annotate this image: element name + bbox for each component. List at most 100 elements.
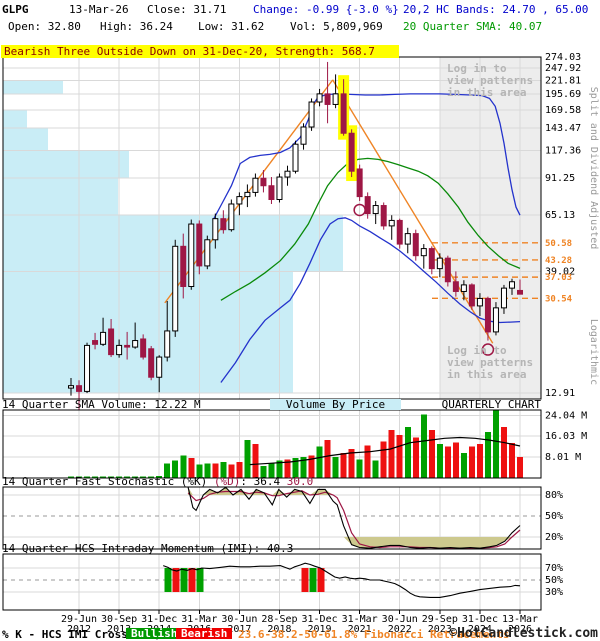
volume-panel: 24.04 M 16.03 M 8.01 M bbox=[2, 409, 587, 479]
trendline bbox=[332, 79, 494, 344]
login-text-top[interactable]: view patterns bbox=[447, 74, 533, 87]
volume-bar bbox=[132, 476, 139, 478]
candle bbox=[324, 61, 331, 124]
candle-body bbox=[404, 233, 411, 245]
x-axis: 29-Jun201230-Sep201331-Dec201431-Mar2016… bbox=[61, 610, 538, 635]
volume-bar bbox=[276, 460, 283, 478]
copyright-link[interactable]: ©HotCandlestick.com bbox=[449, 626, 598, 641]
candle-body bbox=[220, 218, 227, 231]
x-axis-label: 28-Sep bbox=[261, 614, 297, 625]
login-text-top[interactable]: in this area bbox=[447, 86, 526, 99]
candle-body bbox=[252, 177, 259, 193]
candle bbox=[100, 317, 107, 346]
candle bbox=[372, 200, 379, 225]
candle bbox=[252, 173, 259, 197]
stochastic-panel: 80% 50% 20% bbox=[2, 486, 563, 550]
volume-bar bbox=[76, 476, 83, 478]
volume-sma-line bbox=[249, 436, 521, 466]
candle bbox=[517, 279, 524, 295]
x-axis-label: 2018 bbox=[267, 624, 291, 635]
login-text-bottom[interactable]: in this area bbox=[447, 368, 526, 381]
volume-bar bbox=[268, 463, 275, 478]
volume-bar bbox=[436, 443, 443, 478]
x-axis-label: 31-Dec bbox=[301, 614, 337, 625]
candle-body bbox=[116, 344, 123, 356]
candle bbox=[228, 199, 235, 232]
candle bbox=[468, 283, 475, 310]
price-axis-label: 117.36 bbox=[545, 145, 581, 156]
imi-bullish-crossover-bar bbox=[309, 568, 317, 592]
imi-panel: 70%50%30% bbox=[2, 553, 563, 611]
imi-line bbox=[163, 562, 521, 598]
x-axis-label: 2019 bbox=[308, 624, 332, 635]
price-axis-label: 65.13 bbox=[545, 210, 575, 221]
volume-bar bbox=[236, 462, 243, 478]
candle-body bbox=[92, 340, 99, 345]
price-axis-label: 143.47 bbox=[545, 123, 581, 134]
candle bbox=[212, 213, 219, 249]
candle bbox=[452, 271, 459, 297]
stochastic-axis-label: 50% bbox=[545, 511, 563, 522]
volume-bar bbox=[68, 476, 74, 478]
x-axis-label: 31-Mar bbox=[181, 614, 217, 625]
x-axis-label: 31-Dec bbox=[141, 614, 177, 625]
volume-bar bbox=[364, 445, 371, 478]
login-text-top[interactable]: Log in to bbox=[447, 62, 507, 75]
candle-body bbox=[388, 219, 395, 227]
volume-bar bbox=[484, 432, 491, 478]
candle bbox=[132, 322, 139, 349]
candle bbox=[140, 334, 147, 360]
x-axis-label: 13-Mar bbox=[502, 614, 538, 625]
candle bbox=[68, 377, 74, 396]
x-axis-label: 2012 bbox=[67, 624, 91, 635]
candle bbox=[92, 332, 99, 350]
price-axis-label: 221.81 bbox=[545, 75, 581, 86]
stochastic-title-k: 14 Quarter Fast Stochastic (%K) bbox=[2, 475, 214, 488]
volume-bar bbox=[508, 442, 515, 478]
price-axis-label: 12.91 bbox=[545, 388, 575, 399]
login-text-bottom[interactable]: Log in to bbox=[447, 344, 507, 357]
candle bbox=[124, 331, 131, 360]
candle-body bbox=[284, 170, 291, 178]
volume-bar bbox=[92, 476, 99, 478]
imi-bearish-crossover-bar bbox=[301, 568, 309, 592]
candle bbox=[108, 319, 115, 358]
volume-bar bbox=[517, 456, 524, 478]
candle-body bbox=[476, 297, 483, 307]
candle-body bbox=[260, 177, 267, 187]
imi-bearish-crossover-bar bbox=[188, 568, 196, 592]
volume-bar bbox=[244, 440, 251, 478]
login-text-bottom[interactable]: view patterns bbox=[447, 356, 533, 369]
candle-body bbox=[420, 248, 427, 257]
candle-body bbox=[332, 93, 339, 105]
vertical-axis-caption: Split and Dividend Adjusted bbox=[588, 87, 599, 250]
volume-bar bbox=[172, 460, 179, 478]
candle-body bbox=[428, 248, 435, 270]
candle-body bbox=[76, 385, 83, 392]
candle bbox=[348, 129, 355, 178]
lower-hc-band bbox=[220, 217, 521, 383]
bullish-badge: Bullish bbox=[126, 628, 183, 639]
volume-panel-title: 14 Quarter SMA Volume: 12.22 M bbox=[2, 398, 201, 411]
pattern-circle-marker bbox=[353, 203, 366, 217]
price-axis-label: 247.92 bbox=[545, 63, 581, 74]
stochastic-k-value: : 36.4 bbox=[240, 475, 287, 488]
candle bbox=[188, 219, 195, 290]
candle bbox=[220, 210, 227, 234]
candle-body bbox=[396, 219, 403, 245]
candle bbox=[196, 220, 203, 275]
candle-body bbox=[308, 101, 315, 128]
candle-body bbox=[196, 223, 203, 267]
volume-bar bbox=[292, 458, 299, 478]
candle-body bbox=[292, 143, 299, 172]
volume-bar bbox=[468, 446, 475, 478]
volume-bar bbox=[492, 410, 499, 478]
volume-by-price-bar bbox=[3, 271, 293, 393]
fibonacci-axis-label: 37.03 bbox=[545, 273, 572, 283]
candle-body bbox=[380, 205, 387, 227]
candle bbox=[148, 345, 155, 381]
panel-frame bbox=[2, 553, 542, 611]
imi-axis-label: 30% bbox=[545, 587, 563, 598]
candle-body bbox=[300, 126, 307, 145]
